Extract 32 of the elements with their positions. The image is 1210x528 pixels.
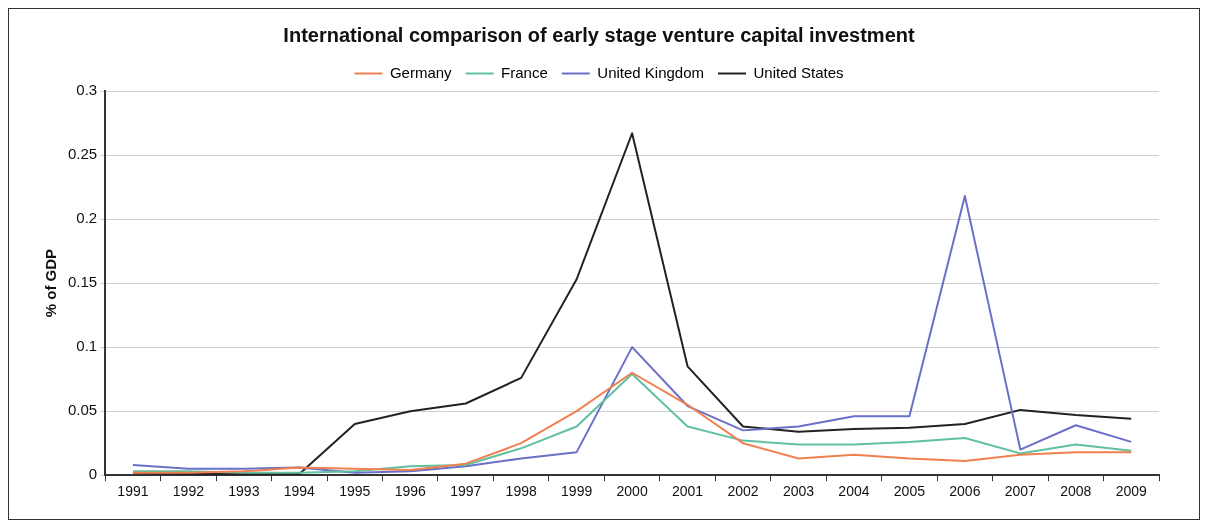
y-tick-label: 0.15 [67,273,98,291]
legend-label: United Kingdom [597,63,705,81]
y-tick-label: 0.3 [76,81,98,99]
x-tick-label: 1996 [394,483,427,500]
y-tick-label: 0.2 [76,209,98,227]
x-tick-label: 2004 [838,483,870,500]
legend-label: France [501,63,548,81]
legend-label: Germany [389,63,453,81]
x-tick-label: 1998 [505,483,537,500]
y-tick-label: 0 [88,465,98,483]
x-tick-label: 2007 [1004,483,1037,500]
x-tick-label: 2002 [727,483,759,500]
x-tick-label: 1994 [283,483,316,500]
y-tick-label: 0.1 [76,337,98,355]
x-tick-label: 1999 [561,483,593,500]
y-tick-label: 0.25 [67,145,98,163]
y-tick-label: 0.05 [67,401,98,419]
chart-title: International comparison of early stage venture capital investment [283,23,915,46]
x-tick-label: 1993 [228,483,260,500]
x-tick-label: 1992 [172,483,205,500]
y-axis-title: % of GDP [42,248,60,318]
x-tick-label: 2001 [671,483,704,500]
x-tick-label: 1997 [450,483,482,500]
x-tick-label: 2008 [1060,483,1092,500]
x-tick-label: 2006 [949,483,981,500]
legend-label: United States [753,63,844,81]
x-tick-label: 1995 [339,483,371,500]
x-tick-label: 2005 [893,483,926,500]
x-tick-label: 2003 [782,483,815,500]
x-tick-label: 1991 [117,483,149,500]
x-tick-label: 2009 [1115,483,1148,500]
x-tick-label: 2000 [616,483,648,500]
